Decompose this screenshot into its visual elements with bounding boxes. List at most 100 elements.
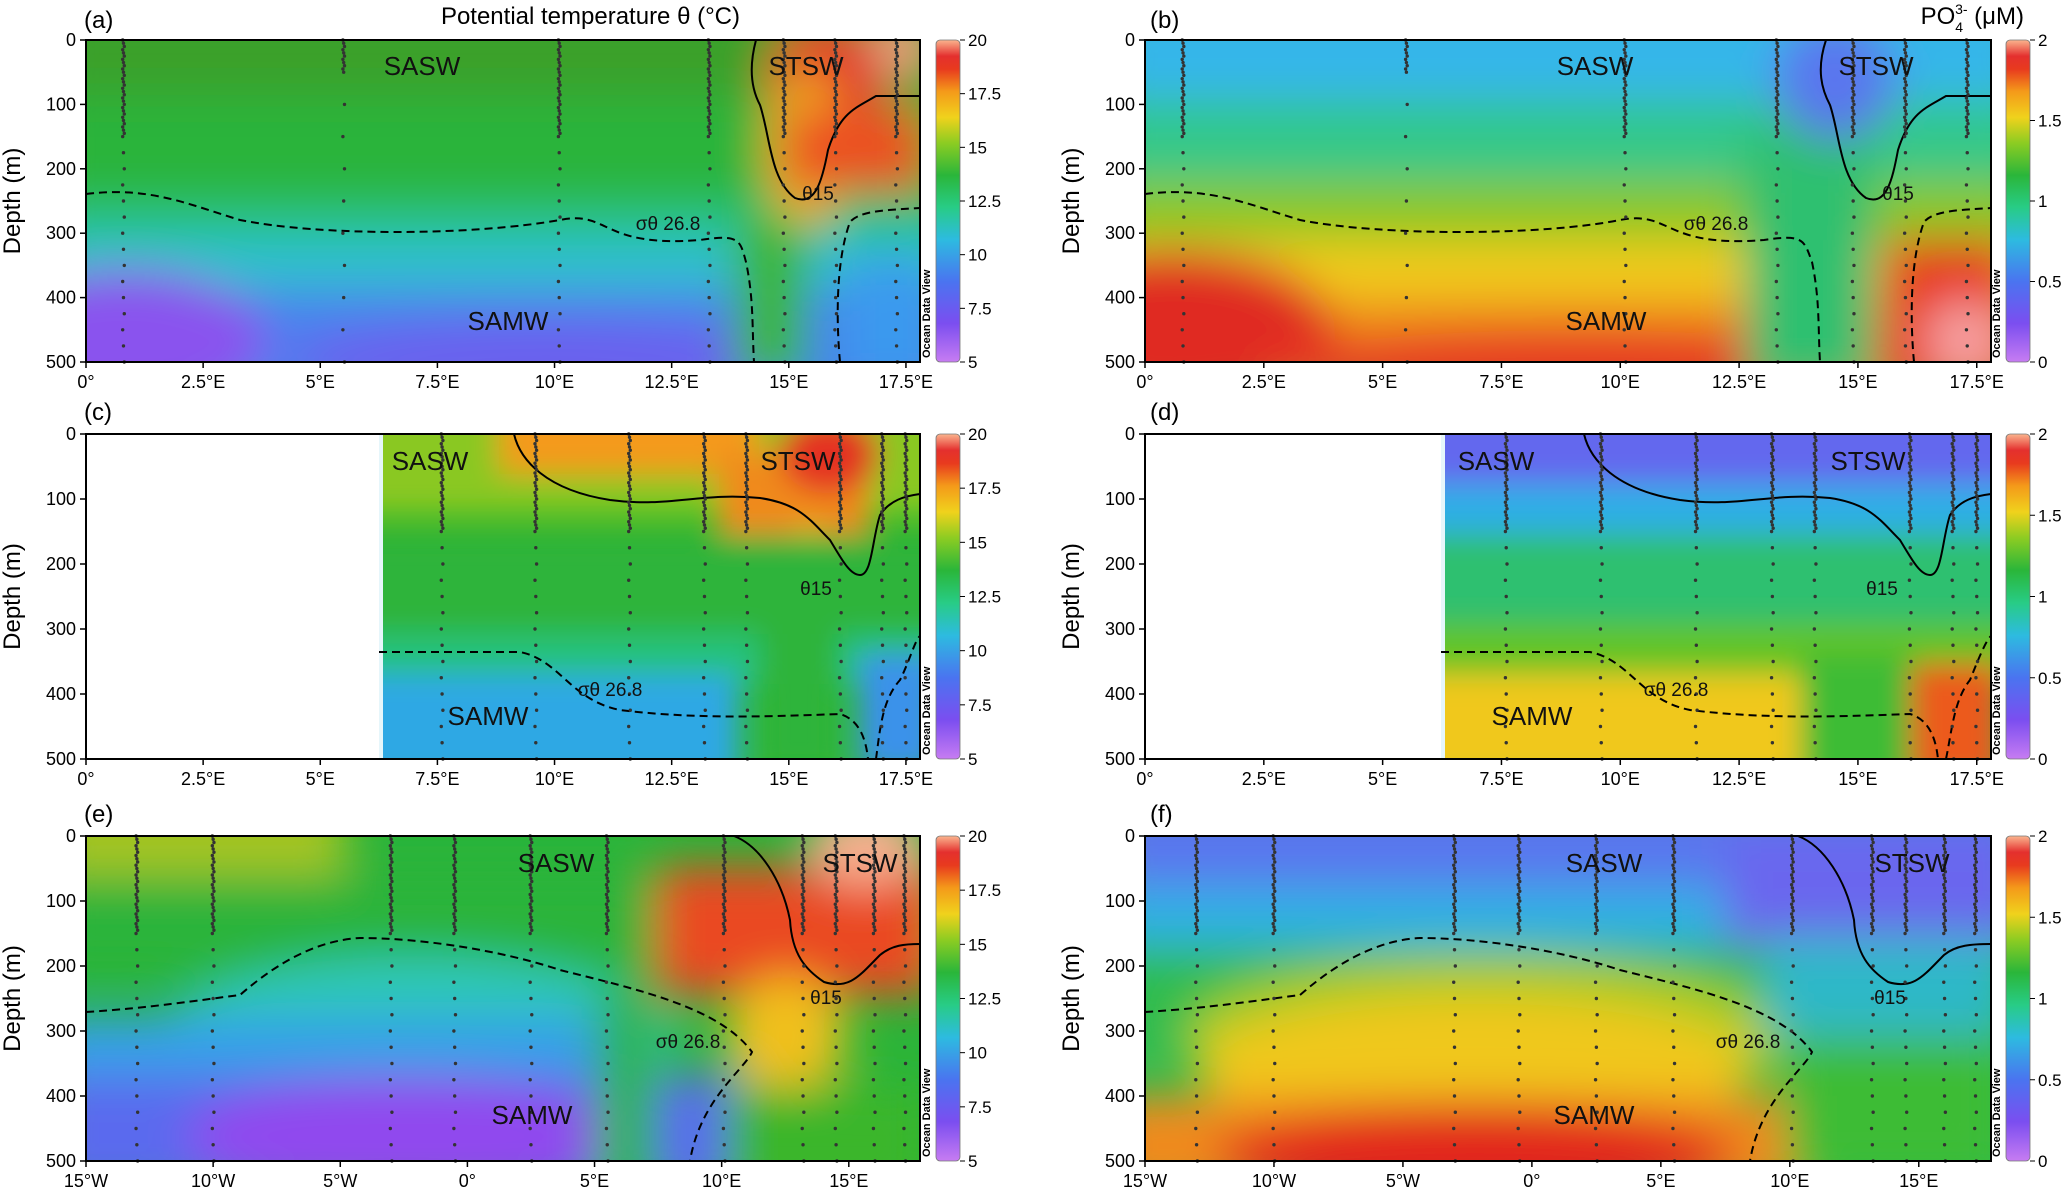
x-tick-label: 15°E <box>769 372 808 392</box>
station-sample <box>1593 980 1598 984</box>
station-sample <box>1599 474 1603 478</box>
station-sample <box>1195 860 1200 864</box>
station-sample <box>1790 866 1795 871</box>
station-sample <box>1975 455 1979 459</box>
station-sample <box>1180 328 1184 332</box>
station-sample <box>1943 964 1948 968</box>
station-sample <box>1812 724 1817 729</box>
station-sample <box>1903 41 1908 45</box>
station-sample <box>1791 1013 1795 1017</box>
station-sample <box>1964 279 1969 284</box>
station-sample <box>1453 1013 1458 1017</box>
panel-f-letter: (f) <box>1150 801 1173 828</box>
station-sample <box>802 850 806 854</box>
sigma-label: σθ 26.8 <box>1716 1032 1781 1053</box>
station-sample <box>1271 844 1275 848</box>
station-sample <box>835 1110 839 1114</box>
y-tick-label: 200 <box>1105 554 1135 574</box>
station-sample <box>1814 497 1818 501</box>
station-sample <box>388 844 393 848</box>
station-sample <box>894 76 898 81</box>
station-sample <box>1505 516 1509 521</box>
station-sample <box>1790 915 1795 919</box>
x-tick-label: 2.5°E <box>1242 372 1286 392</box>
station-sample <box>388 931 393 936</box>
station-sample <box>628 611 633 615</box>
station-sample <box>452 886 457 890</box>
station-sample <box>1942 886 1947 890</box>
station-sample <box>1812 578 1817 582</box>
station-sample <box>894 105 898 110</box>
x-tick-label: 2.5°E <box>181 372 225 392</box>
station-sample <box>1904 918 1909 923</box>
station-sample <box>800 873 804 877</box>
station-sample <box>1672 879 1677 884</box>
station-sample <box>1904 905 1908 910</box>
station-sample <box>1195 918 1200 923</box>
station-sample <box>556 231 561 235</box>
station-sample <box>903 915 907 919</box>
station-sample <box>902 844 906 848</box>
station-sample <box>439 451 443 456</box>
station-sample <box>871 1126 876 1131</box>
station-sample <box>534 513 538 517</box>
station-sample <box>873 860 877 864</box>
station-sample <box>1272 925 1276 929</box>
station-sample <box>1594 876 1599 880</box>
station-sample <box>440 484 444 488</box>
station-sample <box>872 876 876 880</box>
station-sample <box>627 500 631 504</box>
station-sample <box>1850 183 1855 187</box>
station-sample <box>873 1013 877 1017</box>
station-sample <box>1869 980 1874 984</box>
station-sample <box>833 105 837 110</box>
station-sample <box>838 523 843 527</box>
station-sample <box>1974 1013 1979 1017</box>
station-sample <box>905 708 909 712</box>
station-sample <box>904 643 908 647</box>
station-sample <box>904 455 908 459</box>
station-sample <box>134 892 138 897</box>
x-tick-label: 5°W <box>323 1171 357 1188</box>
station-sample <box>839 448 843 452</box>
station-sample <box>903 850 908 854</box>
station-sample <box>389 857 393 861</box>
station-sample <box>905 516 909 521</box>
station-sample <box>120 67 125 71</box>
station-sample <box>895 215 900 219</box>
station-sample <box>627 643 632 647</box>
station-sample <box>1503 481 1508 485</box>
station-sample <box>1907 490 1912 495</box>
station-sample <box>1505 611 1509 615</box>
station-sample <box>1770 464 1775 469</box>
station-sample <box>604 1078 609 1082</box>
station-sample <box>1942 1045 1947 1049</box>
station-sample <box>800 1126 804 1131</box>
station-sample <box>439 578 443 582</box>
station-sample <box>1517 886 1521 890</box>
station-sample <box>604 883 609 887</box>
station-sample <box>871 980 876 984</box>
station-sample <box>903 724 907 729</box>
station-sample <box>534 497 539 501</box>
station-sample <box>605 866 609 871</box>
colorbar-tick-label: 5 <box>968 353 977 372</box>
station-sample <box>833 115 837 119</box>
station-sample <box>881 659 886 664</box>
station-sample <box>341 60 346 65</box>
station-sample <box>894 115 898 119</box>
station-sample <box>1942 883 1946 887</box>
station-sample <box>800 931 804 936</box>
station-sample <box>1271 902 1275 906</box>
station-sample <box>783 131 787 136</box>
station-sample <box>1403 231 1408 235</box>
station-sample <box>605 915 609 919</box>
station-sample <box>1974 1110 1979 1114</box>
station-sample <box>1598 490 1603 495</box>
station-sample <box>1273 870 1277 874</box>
station-sample <box>871 931 876 936</box>
station-sample <box>439 471 443 475</box>
station-sample <box>1942 876 1947 880</box>
y-tick-label: 500 <box>1105 749 1135 769</box>
panel-a-sigma-line <box>85 191 755 363</box>
